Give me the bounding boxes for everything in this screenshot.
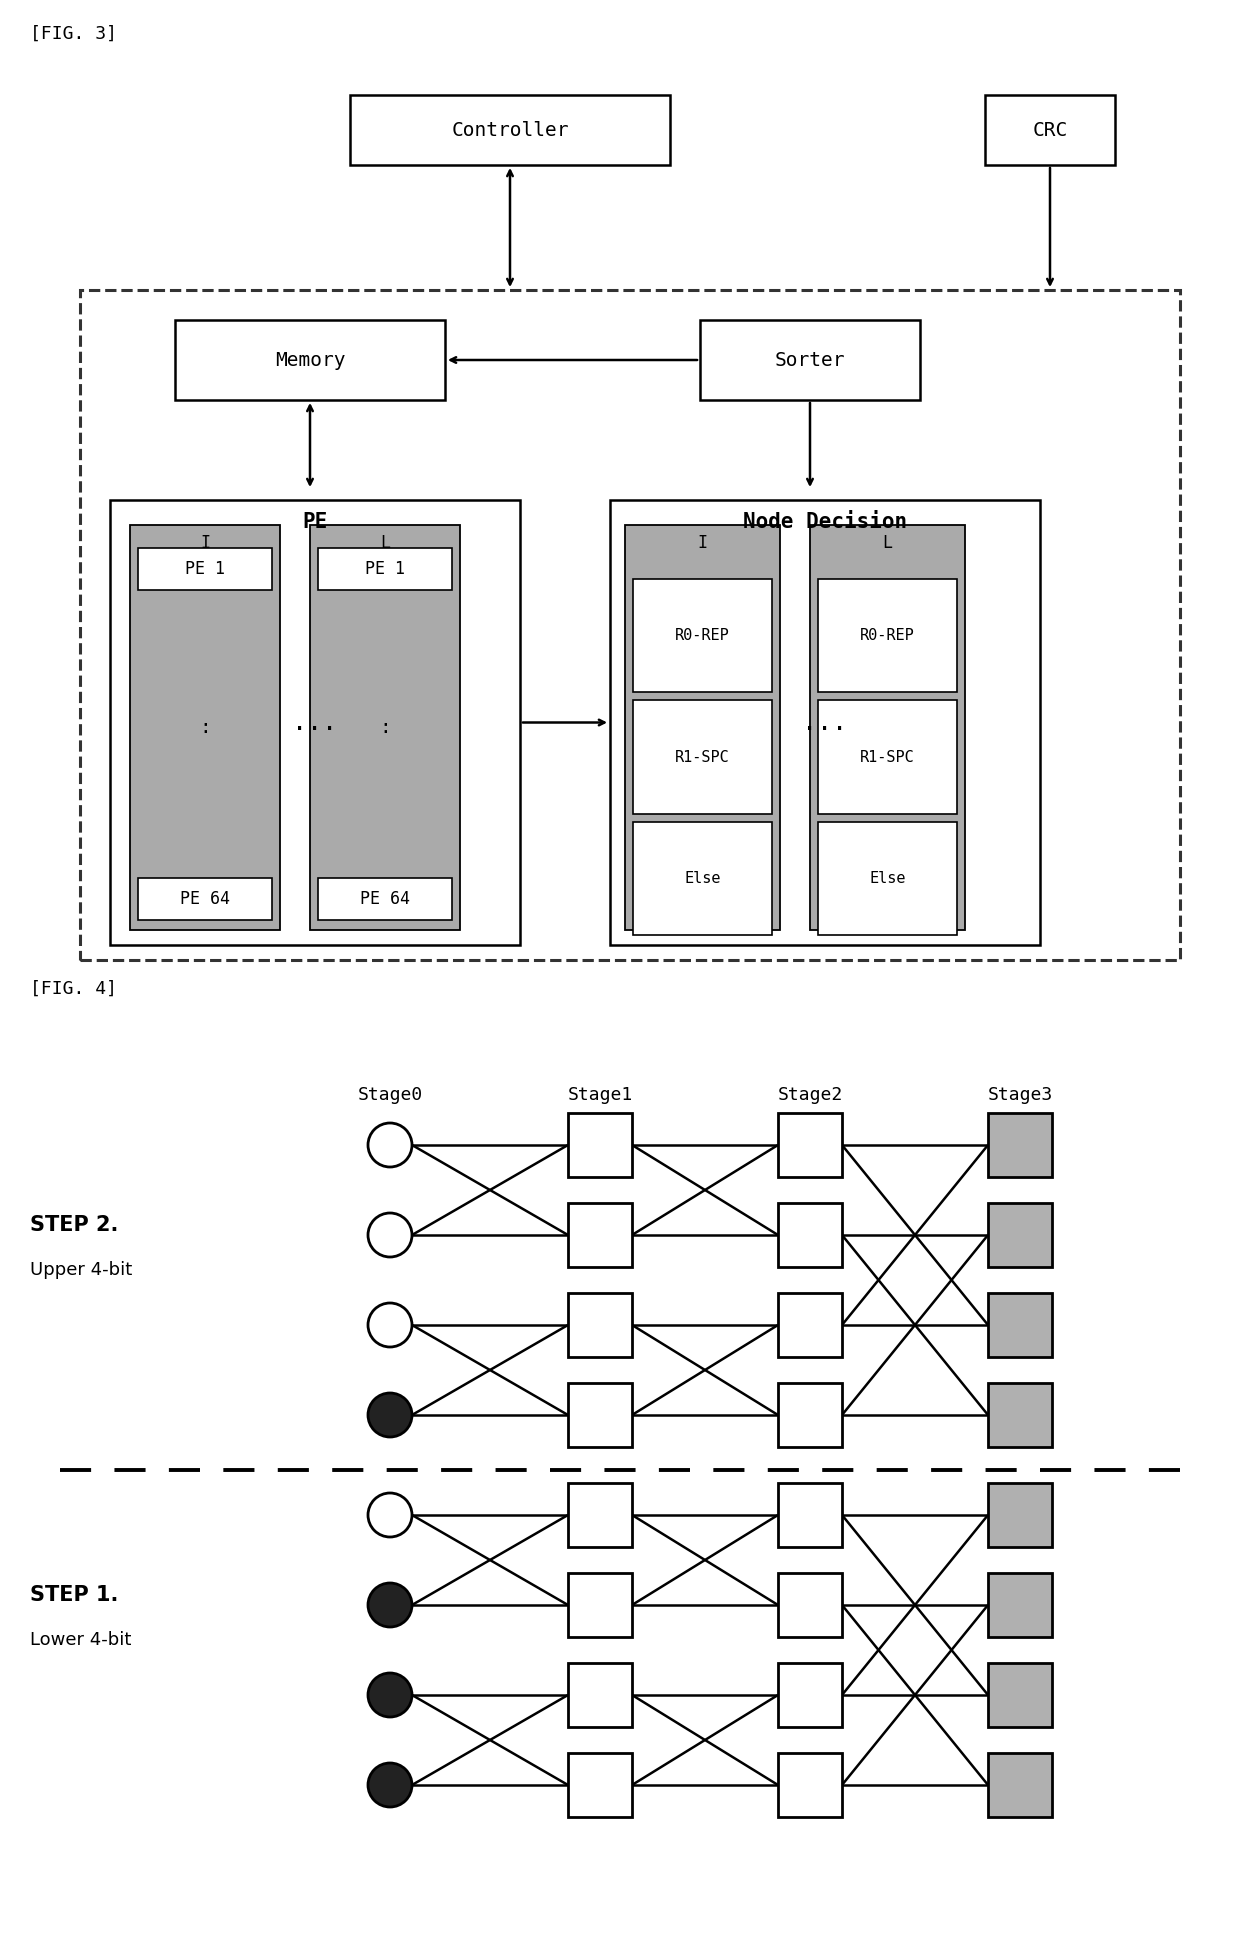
- Text: [FIG. 3]: [FIG. 3]: [30, 25, 117, 43]
- Text: PE 1: PE 1: [185, 560, 224, 577]
- Text: :: :: [200, 718, 211, 737]
- Bar: [988, 1662, 1052, 1727]
- Text: Else: Else: [869, 870, 905, 886]
- Text: PE 64: PE 64: [360, 890, 410, 907]
- Bar: [701, 320, 920, 400]
- Bar: [988, 1294, 1052, 1358]
- Bar: [988, 1112, 1052, 1176]
- Bar: [988, 1204, 1052, 1266]
- Text: :: :: [379, 718, 391, 737]
- Text: Node Decision: Node Decision: [743, 511, 908, 533]
- Bar: [777, 1383, 842, 1448]
- Bar: [568, 1573, 632, 1637]
- Bar: [777, 1294, 842, 1358]
- Bar: [110, 499, 520, 944]
- Text: Sorter: Sorter: [775, 351, 846, 369]
- Text: R1-SPC: R1-SPC: [861, 749, 915, 765]
- Text: Lower 4-bit: Lower 4-bit: [30, 1631, 131, 1649]
- Text: PE 1: PE 1: [365, 560, 405, 577]
- Bar: [350, 96, 670, 166]
- Text: [FIG. 4]: [FIG. 4]: [30, 979, 117, 999]
- Text: L: L: [379, 535, 391, 552]
- Bar: [988, 1573, 1052, 1637]
- Bar: [175, 320, 445, 400]
- Text: Else: Else: [684, 870, 720, 886]
- Bar: [818, 821, 957, 935]
- Text: Stage3: Stage3: [987, 1087, 1053, 1104]
- Text: I: I: [200, 535, 210, 552]
- Bar: [988, 1483, 1052, 1547]
- Bar: [568, 1662, 632, 1727]
- Bar: [818, 700, 957, 814]
- Bar: [568, 1754, 632, 1816]
- Text: ...: ...: [293, 710, 337, 734]
- Bar: [777, 1204, 842, 1266]
- Circle shape: [368, 1214, 412, 1256]
- Circle shape: [368, 1493, 412, 1537]
- Circle shape: [368, 1674, 412, 1717]
- Text: STEP 1.: STEP 1.: [30, 1584, 118, 1606]
- Text: I: I: [697, 535, 708, 552]
- Text: ...: ...: [802, 710, 847, 734]
- Bar: [632, 579, 773, 693]
- Text: Stage1: Stage1: [568, 1087, 632, 1104]
- Text: Upper 4-bit: Upper 4-bit: [30, 1260, 133, 1280]
- Circle shape: [368, 1393, 412, 1438]
- Text: R1-SPC: R1-SPC: [675, 749, 730, 765]
- Text: Controller: Controller: [451, 121, 569, 140]
- Bar: [777, 1483, 842, 1547]
- Bar: [310, 525, 460, 931]
- Circle shape: [368, 1582, 412, 1627]
- Text: CRC: CRC: [1033, 121, 1068, 140]
- Circle shape: [368, 1124, 412, 1167]
- Bar: [568, 1112, 632, 1176]
- Bar: [568, 1483, 632, 1547]
- Bar: [568, 1204, 632, 1266]
- Text: Memory: Memory: [275, 351, 345, 369]
- Bar: [988, 1383, 1052, 1448]
- Bar: [632, 821, 773, 935]
- Bar: [777, 1754, 842, 1816]
- Bar: [568, 1294, 632, 1358]
- Bar: [988, 1754, 1052, 1816]
- Text: PE: PE: [303, 511, 327, 533]
- Bar: [138, 878, 272, 921]
- Bar: [810, 525, 965, 931]
- Text: PE 64: PE 64: [180, 890, 229, 907]
- Bar: [985, 96, 1115, 166]
- Text: STEP 2.: STEP 2.: [30, 1215, 118, 1235]
- Text: R0-REP: R0-REP: [675, 628, 730, 644]
- Bar: [610, 499, 1040, 944]
- Text: Stage0: Stage0: [357, 1087, 423, 1104]
- Bar: [632, 700, 773, 814]
- Bar: [777, 1573, 842, 1637]
- Circle shape: [368, 1303, 412, 1346]
- Circle shape: [368, 1764, 412, 1807]
- Bar: [777, 1112, 842, 1176]
- Text: L: L: [883, 535, 893, 552]
- Bar: [317, 878, 453, 921]
- Bar: [625, 525, 780, 931]
- Bar: [777, 1662, 842, 1727]
- Bar: [81, 291, 1180, 960]
- Bar: [317, 548, 453, 589]
- Bar: [130, 525, 280, 931]
- Text: R0-REP: R0-REP: [861, 628, 915, 644]
- Bar: [818, 579, 957, 693]
- Bar: [568, 1383, 632, 1448]
- Bar: [138, 548, 272, 589]
- Text: Stage2: Stage2: [777, 1087, 843, 1104]
